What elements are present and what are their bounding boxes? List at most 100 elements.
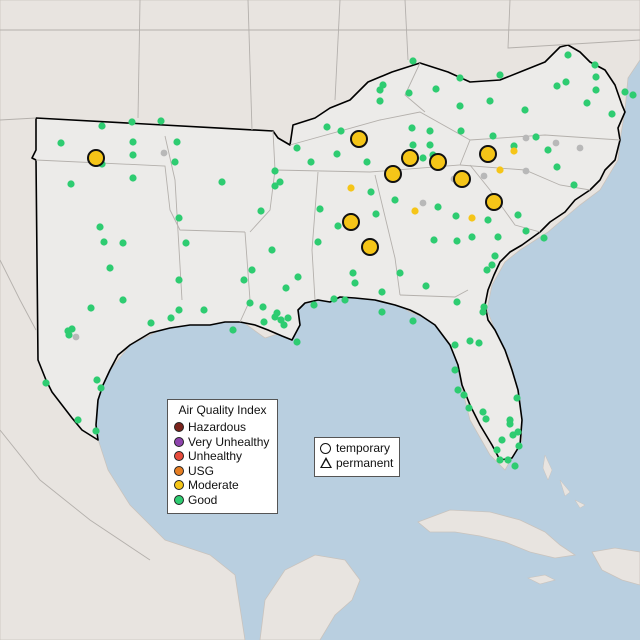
monitor-no-data — [160, 149, 168, 157]
monitor-good — [521, 106, 529, 114]
monitor-good — [506, 420, 514, 428]
monitor-good — [167, 314, 175, 322]
legend-title: Air Quality Index — [178, 403, 267, 417]
monitor-good — [430, 236, 438, 244]
monitor-good — [157, 117, 165, 125]
unhealthy-swatch — [174, 451, 184, 461]
yucatan-land — [259, 554, 361, 640]
monitor-good — [426, 141, 434, 149]
monitor-good — [260, 318, 268, 326]
monitor-good — [293, 144, 301, 152]
monitor-good — [514, 211, 522, 219]
monitor-good — [592, 86, 600, 94]
legend-item-good: Good — [174, 493, 271, 508]
monitor-moderate-large — [342, 213, 360, 231]
monitor-good — [363, 158, 371, 166]
monitor-good — [367, 188, 375, 196]
monitor-good — [119, 239, 127, 247]
monitor-good — [608, 110, 616, 118]
monitor-good — [218, 178, 226, 186]
cuba-land — [417, 509, 577, 559]
very-unhealthy-swatch — [174, 436, 184, 447]
monitor-good — [396, 269, 404, 277]
monitor-good — [119, 296, 127, 304]
monitor-good — [200, 306, 208, 314]
monitor-good — [65, 331, 73, 339]
monitor-good — [408, 124, 416, 132]
monitor-good — [486, 97, 494, 105]
monitor-good — [491, 252, 499, 260]
monitor-good — [67, 180, 75, 188]
monitor-good — [432, 85, 440, 93]
monitor-good — [562, 78, 570, 86]
monitor-good — [257, 207, 265, 215]
legend-item-very-unhealthy: Very Unhealthy — [174, 435, 271, 450]
hazardous-swatch — [174, 422, 184, 432]
monitor-good — [629, 91, 637, 99]
monitor-good — [282, 284, 290, 292]
monitor-good — [405, 89, 413, 97]
monitor-good — [540, 234, 548, 242]
monitor-good — [229, 326, 237, 334]
monitor-moderate-large — [361, 238, 379, 256]
monitor-good — [498, 436, 506, 444]
monitor-good — [511, 462, 519, 470]
monitor-good — [496, 71, 504, 79]
monitor-good — [591, 61, 599, 69]
monitor-good — [175, 276, 183, 284]
monitor-moderate-large — [429, 153, 447, 171]
monitor-good — [515, 442, 523, 450]
monitor-good — [341, 296, 349, 304]
monitor-good — [92, 427, 100, 435]
monitor-good — [129, 174, 137, 182]
monitor-good — [434, 203, 442, 211]
monitor-good — [466, 337, 474, 345]
monitor-good — [583, 99, 591, 107]
monitor-good — [316, 205, 324, 213]
monitor-good — [465, 404, 473, 412]
monitor-good — [173, 138, 181, 146]
monitor-good — [129, 138, 137, 146]
monitor-good — [468, 233, 476, 241]
monitor-good — [337, 127, 345, 135]
monitor-good — [378, 308, 386, 316]
good-markers — [42, 51, 637, 470]
monitor-good — [494, 233, 502, 241]
moderate-small-markers — [347, 147, 518, 222]
monitor-good — [372, 210, 380, 218]
monitor-good — [97, 384, 105, 392]
monitor-good — [147, 319, 155, 327]
monitor-good — [42, 379, 50, 387]
legend-item-permanent: permanent — [320, 456, 394, 471]
monitor-good — [100, 238, 108, 246]
monitor-good — [93, 376, 101, 384]
monitor-good — [280, 321, 288, 329]
monitor-good — [333, 150, 341, 158]
monitor-good — [246, 299, 254, 307]
legend-item-unhealthy: Unhealthy — [174, 449, 271, 464]
monitor-moderate — [496, 166, 504, 174]
monitor-good — [351, 279, 359, 287]
monitor-good — [493, 446, 501, 454]
circle-icon — [320, 443, 331, 454]
triangle-icon — [320, 456, 332, 468]
monitor-good — [457, 127, 465, 135]
monitor-good — [376, 97, 384, 105]
monitor-good — [451, 366, 459, 374]
no-data-markers — [72, 134, 584, 341]
monitor-good — [453, 298, 461, 306]
monitor-good — [128, 118, 136, 126]
bahamas-land — [542, 454, 586, 509]
monitor-good — [592, 73, 600, 81]
monitor-good — [96, 223, 104, 231]
monitor-no-data — [576, 144, 584, 152]
monitor-no-data — [522, 167, 530, 175]
monitor-good — [175, 306, 183, 314]
monitor-good — [409, 141, 417, 149]
monitor-good — [106, 264, 114, 272]
monitor-no-data — [522, 134, 530, 142]
monitor-good — [454, 386, 462, 394]
monitor-type-legend: temporary permanent — [314, 437, 400, 477]
good-swatch — [174, 494, 184, 505]
